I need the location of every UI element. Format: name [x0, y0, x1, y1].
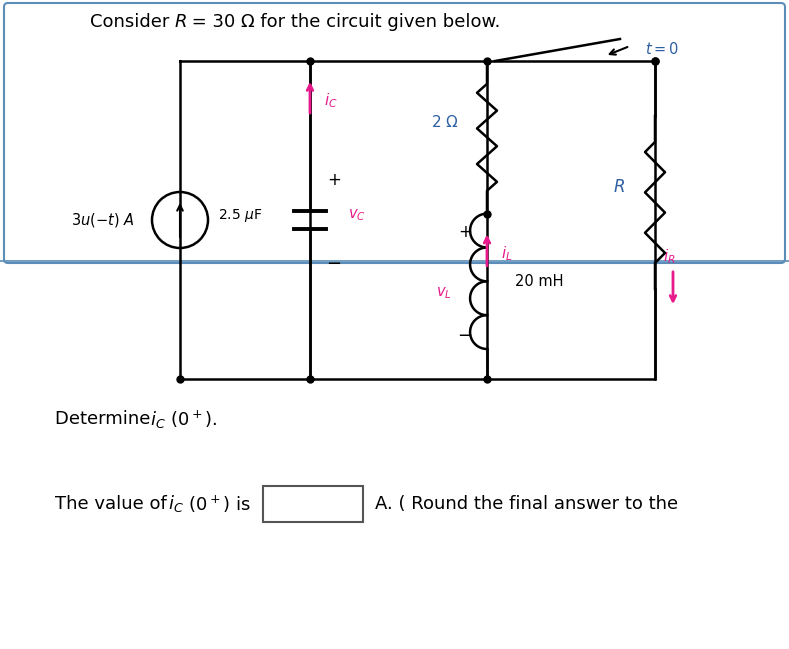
Text: 20 mH: 20 mH: [515, 274, 563, 289]
Text: $i_L$: $i_L$: [501, 244, 513, 263]
Bar: [263, 486, 363, 522]
Text: (0$^+$) is: (0$^+$) is: [188, 493, 251, 515]
Text: $i_C$: $i_C$: [150, 408, 166, 430]
Text: $v_C$: $v_C$: [348, 207, 366, 223]
Text: $i_C$: $i_C$: [168, 493, 184, 515]
Text: $+$: $+$: [327, 171, 341, 189]
Text: Determine: Determine: [55, 410, 156, 428]
Text: 2 $\Omega$: 2 $\Omega$: [432, 114, 459, 130]
Text: $v_L$: $v_L$: [436, 286, 452, 301]
Text: = 30 Ω for the circuit given below.: = 30 Ω for the circuit given below.: [186, 13, 500, 31]
Text: (0$^+$).: (0$^+$).: [170, 408, 218, 430]
Text: Consider: Consider: [90, 13, 175, 31]
Text: $R$: $R$: [613, 178, 625, 197]
Text: $+$: $+$: [458, 223, 472, 241]
Text: $-$: $-$: [327, 253, 342, 271]
Text: $i_C$: $i_C$: [324, 92, 338, 110]
Text: R: R: [175, 13, 188, 31]
Text: A. ( Round the final answer to the: A. ( Round the final answer to the: [375, 495, 678, 513]
FancyBboxPatch shape: [4, 3, 785, 263]
Text: The value of: The value of: [55, 495, 173, 513]
Text: $i_R$: $i_R$: [663, 248, 675, 266]
Text: $-$: $-$: [458, 325, 473, 343]
Text: 2.5 $\mu$F: 2.5 $\mu$F: [218, 206, 262, 223]
Text: $t=0$: $t=0$: [645, 41, 679, 57]
Text: $3u(-t)$ A: $3u(-t)$ A: [71, 211, 135, 229]
